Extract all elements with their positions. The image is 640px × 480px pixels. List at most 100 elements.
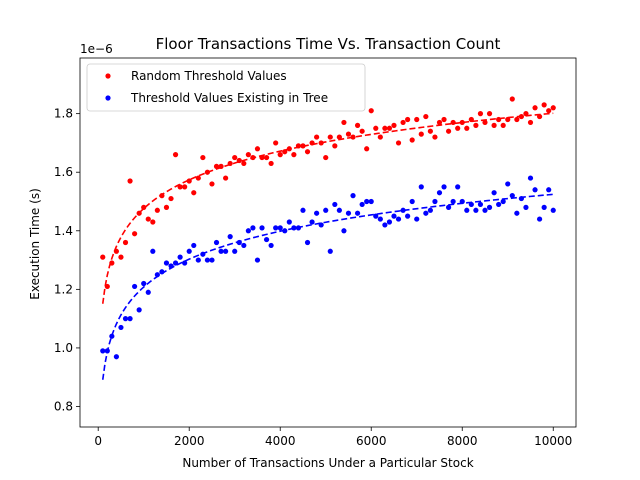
data-point-existing-threshold	[405, 213, 411, 219]
data-point-existing-threshold	[318, 222, 324, 228]
data-point-random-threshold	[218, 163, 224, 169]
data-point-random-threshold	[482, 119, 488, 126]
data-point-random-threshold	[273, 140, 279, 146]
data-point-random-threshold	[546, 108, 552, 114]
data-point-random-threshold	[373, 125, 379, 131]
data-point-existing-threshold	[314, 210, 320, 216]
data-point-existing-threshold	[391, 213, 397, 219]
data-point-random-threshold	[145, 216, 151, 222]
data-point-random-threshold	[400, 119, 406, 126]
data-point-existing-threshold	[300, 207, 306, 213]
series-random-threshold	[100, 96, 556, 304]
data-point-random-threshold	[445, 128, 452, 134]
data-point-existing-threshold	[113, 354, 120, 360]
data-point-random-threshold	[323, 154, 329, 161]
data-point-existing-threshold	[332, 201, 338, 208]
data-point-existing-threshold	[150, 248, 156, 254]
chart-title: Floor Transactions Time Vs. Transaction …	[156, 35, 501, 53]
data-point-existing-threshold	[200, 251, 206, 257]
data-point-existing-threshold	[154, 272, 160, 278]
data-point-random-threshold	[204, 169, 211, 175]
data-point-existing-threshold	[518, 195, 524, 202]
data-point-existing-threshold	[250, 225, 256, 231]
data-point-random-threshold	[405, 116, 411, 123]
data-point-existing-threshold	[268, 242, 274, 249]
data-point-random-threshold	[500, 122, 506, 128]
data-point-existing-threshold	[373, 213, 379, 219]
data-point-existing-threshold	[163, 260, 170, 266]
data-point-existing-threshold	[377, 216, 383, 222]
data-point-random-threshold	[432, 134, 438, 140]
data-point-random-threshold	[177, 184, 183, 190]
data-point-random-threshold	[223, 175, 229, 181]
data-point-existing-threshold	[282, 228, 288, 234]
data-point-existing-threshold	[550, 207, 556, 213]
data-point-random-threshold	[455, 125, 461, 131]
data-point-random-threshold	[250, 154, 256, 161]
data-point-existing-threshold	[327, 248, 333, 254]
data-point-existing-threshold	[459, 198, 465, 205]
data-point-existing-threshold	[209, 257, 215, 263]
data-point-existing-threshold	[273, 225, 279, 231]
data-point-random-threshold	[291, 152, 297, 158]
data-point-existing-threshold	[259, 225, 265, 231]
data-point-random-threshold	[104, 283, 110, 290]
data-point-existing-threshold	[473, 207, 479, 213]
legend-label: Threshold Values Existing in Tree	[130, 91, 328, 105]
y-tick-label: 1.0	[54, 341, 73, 355]
data-point-random-threshold	[254, 146, 261, 152]
data-point-random-threshold	[418, 131, 424, 137]
y-tick-label: 1.6	[54, 165, 73, 179]
data-point-random-threshold	[132, 231, 138, 237]
data-point-random-threshold	[345, 131, 352, 137]
data-point-existing-threshold	[291, 225, 297, 231]
data-point-existing-threshold	[527, 175, 534, 181]
x-axis-label: Number of Transactions Under a Particula…	[182, 456, 473, 470]
data-point-existing-threshold	[177, 254, 183, 260]
data-point-random-threshold	[468, 116, 474, 123]
data-point-existing-threshold	[118, 324, 124, 331]
data-point-random-threshold	[350, 134, 356, 140]
data-point-existing-threshold	[368, 198, 374, 205]
data-point-existing-threshold	[277, 225, 283, 231]
data-point-existing-threshold	[432, 198, 438, 205]
y-tick-label: 1.4	[54, 224, 73, 238]
data-point-existing-threshold	[336, 207, 342, 213]
data-point-random-threshold	[186, 178, 192, 184]
data-point-existing-threshold	[122, 316, 129, 322]
data-point-existing-threshold	[186, 248, 192, 254]
data-point-random-threshold	[168, 195, 174, 202]
data-point-random-threshold	[118, 254, 124, 260]
data-point-existing-threshold	[168, 263, 174, 269]
data-point-random-threshold	[227, 160, 233, 167]
data-point-existing-threshold	[418, 184, 424, 190]
data-point-existing-threshold	[223, 248, 229, 254]
data-point-random-threshold	[309, 140, 315, 146]
data-point-random-threshold	[304, 149, 311, 155]
data-point-existing-threshold	[323, 207, 329, 213]
data-point-random-threshold	[550, 105, 556, 111]
data-point-random-threshold	[332, 143, 338, 149]
data-point-random-threshold	[182, 184, 188, 190]
data-point-existing-threshold	[541, 204, 547, 210]
data-point-existing-threshold	[232, 248, 238, 254]
data-point-existing-threshold	[414, 216, 420, 222]
data-point-random-threshold	[423, 113, 429, 120]
data-point-random-threshold	[414, 116, 420, 123]
data-point-random-threshold	[122, 239, 129, 246]
data-point-existing-threshold	[546, 187, 552, 193]
data-point-random-threshold	[113, 248, 120, 254]
data-point-existing-threshold	[450, 198, 456, 205]
data-point-existing-threshold	[464, 207, 470, 213]
data-point-existing-threshold	[136, 307, 142, 313]
data-point-random-threshold	[391, 122, 397, 128]
data-point-existing-threshold	[491, 190, 497, 196]
data-point-random-threshold	[314, 134, 320, 140]
data-point-random-threshold	[109, 260, 115, 266]
data-point-random-threshold	[523, 111, 529, 117]
x-tick-label: 6000	[356, 434, 387, 448]
data-point-existing-threshold	[514, 210, 520, 216]
x-tick-label: 0	[94, 434, 102, 448]
y-axis-offset-label: 1e−6	[80, 42, 113, 56]
data-point-random-threshold	[100, 254, 106, 260]
